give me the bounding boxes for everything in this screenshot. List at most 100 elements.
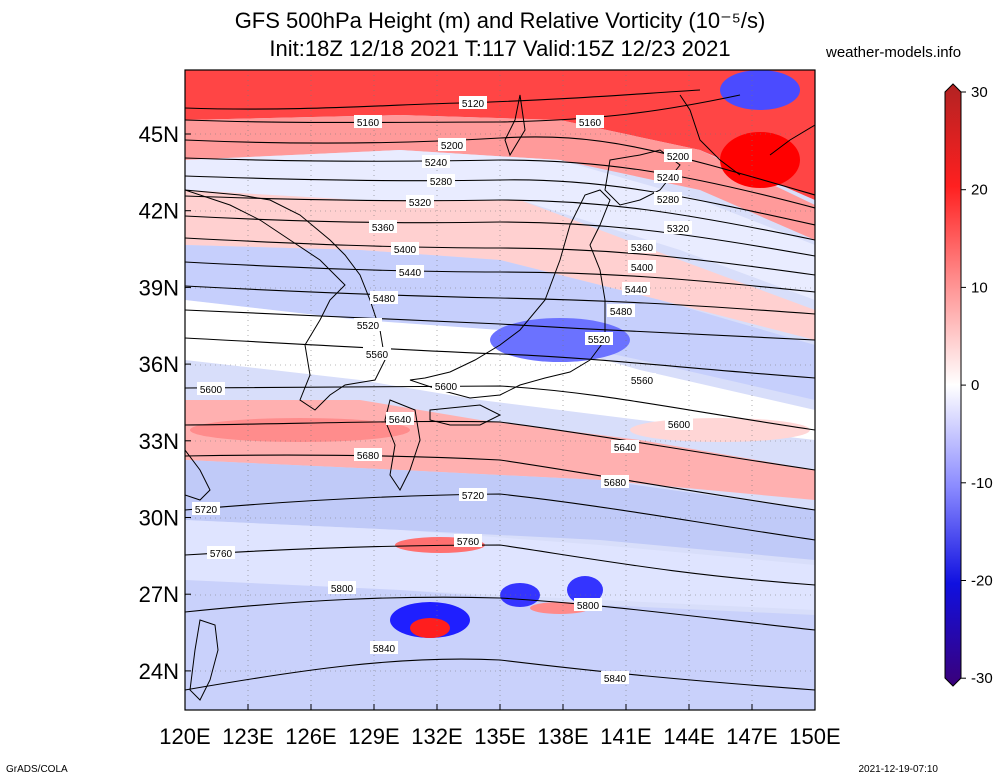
contour-label: 5800 <box>574 598 602 612</box>
svg-text:5400: 5400 <box>631 263 654 274</box>
svg-text:5560: 5560 <box>366 350 389 361</box>
lon-tick-label: 135E <box>474 724 525 749</box>
contour-label: 5520 <box>354 318 382 332</box>
lat-tick-label: 42N <box>139 199 179 224</box>
svg-text:5120: 5120 <box>462 99 485 110</box>
svg-text:5440: 5440 <box>625 285 648 296</box>
contour-label: 5640 <box>386 412 414 426</box>
colorbar-tick-label: -20 <box>971 573 993 590</box>
svg-text:5720: 5720 <box>195 505 218 516</box>
svg-text:5440: 5440 <box>399 268 422 279</box>
contour-label: 5200 <box>438 138 466 152</box>
svg-text:5840: 5840 <box>604 674 627 685</box>
lat-tick-label: 27N <box>139 582 179 607</box>
contour-label: 5480 <box>370 291 398 305</box>
contour-label: 5480 <box>607 304 635 318</box>
colorbar-tick-label: 10 <box>971 279 988 296</box>
lon-axis: 120E 123E 126E 129E 132E 135E 138E 141E 144E 147E… <box>159 704 841 749</box>
svg-text:5520: 5520 <box>357 321 380 332</box>
svg-text:5320: 5320 <box>667 224 690 235</box>
contour-label: 5280 <box>654 192 682 206</box>
svg-text:5200: 5200 <box>667 152 690 163</box>
contour-label: 5160 <box>576 115 604 129</box>
lon-tick-label: 138E <box>537 724 588 749</box>
svg-text:5480: 5480 <box>373 294 396 305</box>
svg-text:5680: 5680 <box>604 478 627 489</box>
contour-label: 5520 <box>585 332 613 346</box>
contour-label: 5440 <box>622 282 650 296</box>
lat-tick-label: 33N <box>139 429 179 454</box>
contour-label: 5120 <box>459 96 487 110</box>
colorbar-tick-label: 30 <box>971 84 988 101</box>
svg-text:5200: 5200 <box>441 141 464 152</box>
contour-label: 5440 <box>396 265 424 279</box>
contour-label-group: 5120 5160 5160 5200 5200 5240 5240 5280 5280 5320… <box>192 96 693 685</box>
contour-label: 5560 <box>628 373 656 387</box>
colorbar-bar <box>944 83 962 687</box>
svg-text:5400: 5400 <box>394 245 417 256</box>
contour-label: 5560 <box>363 347 391 361</box>
lon-tick-label: 150E <box>789 724 840 749</box>
svg-text:5240: 5240 <box>657 173 680 184</box>
lon-tick-label: 126E <box>285 724 336 749</box>
contour-label: 5600 <box>197 382 225 396</box>
contour-label: 5640 <box>611 440 639 454</box>
lat-tick-label: 45N <box>139 122 179 147</box>
colorbar-tick-label: 20 <box>971 182 988 199</box>
svg-text:5360: 5360 <box>372 223 395 234</box>
contour-label: 5600 <box>432 379 460 393</box>
lon-tick-label: 141E <box>600 724 651 749</box>
lon-tick-label: 129E <box>348 724 399 749</box>
lat-tick-label: 39N <box>139 275 179 300</box>
svg-text:5800: 5800 <box>577 601 600 612</box>
svg-text:5680: 5680 <box>357 451 380 462</box>
svg-text:5800: 5800 <box>331 584 354 595</box>
colorbar: 30 20 10 0 -10 -20 -30 <box>944 83 993 687</box>
contour-label: 5200 <box>664 149 692 163</box>
svg-text:5560: 5560 <box>631 376 654 387</box>
contour-label: 5160 <box>354 115 382 129</box>
footer-timestamp: 2021-12-19-07:10 <box>858 764 938 775</box>
svg-text:5240: 5240 <box>425 158 448 169</box>
svg-text:5280: 5280 <box>657 195 680 206</box>
contour-label: 5720 <box>192 502 220 516</box>
contour-label: 5760 <box>207 546 235 560</box>
lon-tick-label: 147E <box>726 724 777 749</box>
contour-label: 5800 <box>328 581 356 595</box>
contour-label: 5840 <box>601 671 629 685</box>
footer-source: GrADS/COLA <box>6 764 68 775</box>
svg-text:5160: 5160 <box>357 118 380 129</box>
colorbar-tick-label: -30 <box>971 670 993 687</box>
lon-tick-label: 144E <box>663 724 714 749</box>
chart-title: GFS 500hPa Height (m) and Relative Vorti… <box>234 8 766 33</box>
contour-label: 5320 <box>406 195 434 209</box>
svg-text:5520: 5520 <box>588 335 611 346</box>
svg-text:5640: 5640 <box>389 415 412 426</box>
chart-subtitle: Init:18Z 12/18 2021 T:117 Valid:15Z 12/2… <box>269 36 731 61</box>
svg-text:5720: 5720 <box>462 491 485 502</box>
site-name: weather-models.info <box>826 44 962 61</box>
contour-label: 5760 <box>454 534 482 548</box>
svg-text:5760: 5760 <box>210 549 233 560</box>
svg-text:5760: 5760 <box>457 537 480 548</box>
lat-axis: 45N 42N 39N 36N 33N 30N 27N 24N <box>139 122 191 684</box>
colorbar-tick-label: -10 <box>971 475 993 492</box>
colorbar-tick-label: 0 <box>971 377 979 394</box>
contour-label: 5400 <box>628 260 656 274</box>
svg-text:5840: 5840 <box>373 644 396 655</box>
svg-text:5640: 5640 <box>614 443 637 454</box>
contour-label: 5360 <box>628 240 656 254</box>
contour-label: 5400 <box>391 242 419 256</box>
svg-text:5600: 5600 <box>435 382 458 393</box>
contour-label: 5680 <box>354 448 382 462</box>
contour-label: 5840 <box>370 641 398 655</box>
contour-label: 5360 <box>369 220 397 234</box>
svg-text:5600: 5600 <box>668 420 691 431</box>
contour-label: 5320 <box>664 221 692 235</box>
svg-text:5600: 5600 <box>200 385 223 396</box>
contour-label: 5720 <box>459 488 487 502</box>
lat-tick-label: 24N <box>139 659 179 684</box>
contour-label: 5600 <box>665 417 693 431</box>
lon-tick-label: 132E <box>411 724 462 749</box>
